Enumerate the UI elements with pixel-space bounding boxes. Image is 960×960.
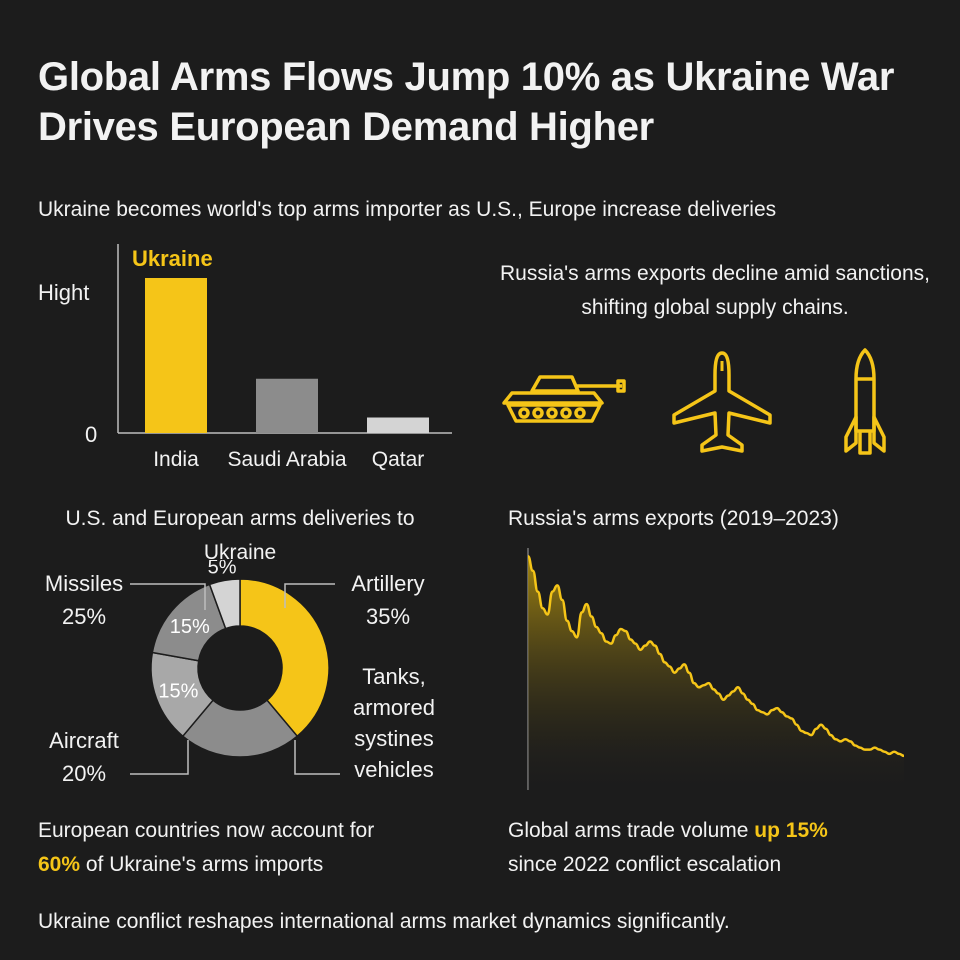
donut-section-title: U.S. and European arms deliveries to Ukr… bbox=[65, 507, 415, 564]
donut-slice-label: 15% bbox=[170, 616, 210, 638]
donut-chart: 15% 15% 5% bbox=[130, 560, 340, 775]
bar-india bbox=[145, 278, 207, 433]
tank-icon bbox=[502, 375, 626, 423]
stat-right-prefix: Global arms trade volume bbox=[508, 819, 749, 842]
stat-left-suffix: of Ukraine's arms imports bbox=[85, 853, 324, 876]
russia-note: Russia's arms exports decline amid sanct… bbox=[499, 262, 931, 319]
area-fill bbox=[528, 556, 904, 790]
footer-text: Ukraine conflict reshapes international … bbox=[38, 910, 730, 933]
artillery-callout: Artillery 35% bbox=[351, 571, 425, 629]
stat-right-suffix: since 2022 conflict escalation bbox=[508, 853, 782, 876]
aircraft-callout: Aircraft 20% bbox=[49, 728, 119, 786]
donut-labels-group: 15% 15% 5% bbox=[158, 560, 236, 702]
stat-right: Global arms trade volume up 15% since 20… bbox=[508, 814, 948, 882]
bar-category-label: Qatar bbox=[372, 448, 425, 471]
bar-saudi-arabia bbox=[256, 378, 318, 433]
y-tick-label-high: Hight bbox=[38, 280, 89, 305]
donut-slice-label: 15% bbox=[158, 680, 198, 702]
page-title: Global Arms Flows Jump 10% as Ukraine Wa… bbox=[38, 55, 895, 149]
missile-icon bbox=[844, 348, 886, 455]
donut-slice-label: 5% bbox=[208, 560, 237, 579]
line-section-title: Russia's arms exports (2019–2023) bbox=[508, 507, 839, 530]
page-subtitle: Ukraine becomes world's top arms importe… bbox=[38, 198, 777, 221]
bar-category-label: India bbox=[153, 448, 199, 471]
missiles-callout: Missiles 25% bbox=[30, 567, 138, 633]
stat-right-highlight: up 15% bbox=[754, 819, 828, 842]
area-chart bbox=[526, 548, 905, 790]
stat-left: European countries now account for 60% o… bbox=[38, 814, 478, 882]
donut-slice-artillery bbox=[239, 578, 330, 738]
y-tick-label-zero: 0 bbox=[85, 422, 97, 447]
tanks-callout: Tanks, armored systines vehicles bbox=[353, 664, 435, 782]
fighter-jet-icon bbox=[672, 351, 772, 453]
leader-lines bbox=[130, 583, 340, 775]
stat-left-prefix: European countries now account for bbox=[38, 819, 375, 842]
donut-slice-aircraft bbox=[181, 699, 299, 758]
bar-chart: Hight 0 Ukraine India Saudi Arabia Qatar bbox=[38, 244, 452, 471]
donut-slices-group bbox=[150, 578, 330, 758]
bar-qatar bbox=[367, 417, 429, 433]
donut-slice-share-4 bbox=[208, 578, 241, 630]
area-line bbox=[526, 554, 905, 758]
missiles-callout-text: Missiles 25% bbox=[44, 571, 124, 629]
bar-labels-group: India Saudi Arabia Qatar bbox=[153, 448, 424, 471]
bar-category-label: Saudi Arabia bbox=[227, 448, 346, 471]
bar-highlight-label: Ukraine bbox=[132, 246, 213, 271]
stat-left-highlight: 60% bbox=[38, 853, 81, 876]
bars-group bbox=[145, 278, 429, 433]
